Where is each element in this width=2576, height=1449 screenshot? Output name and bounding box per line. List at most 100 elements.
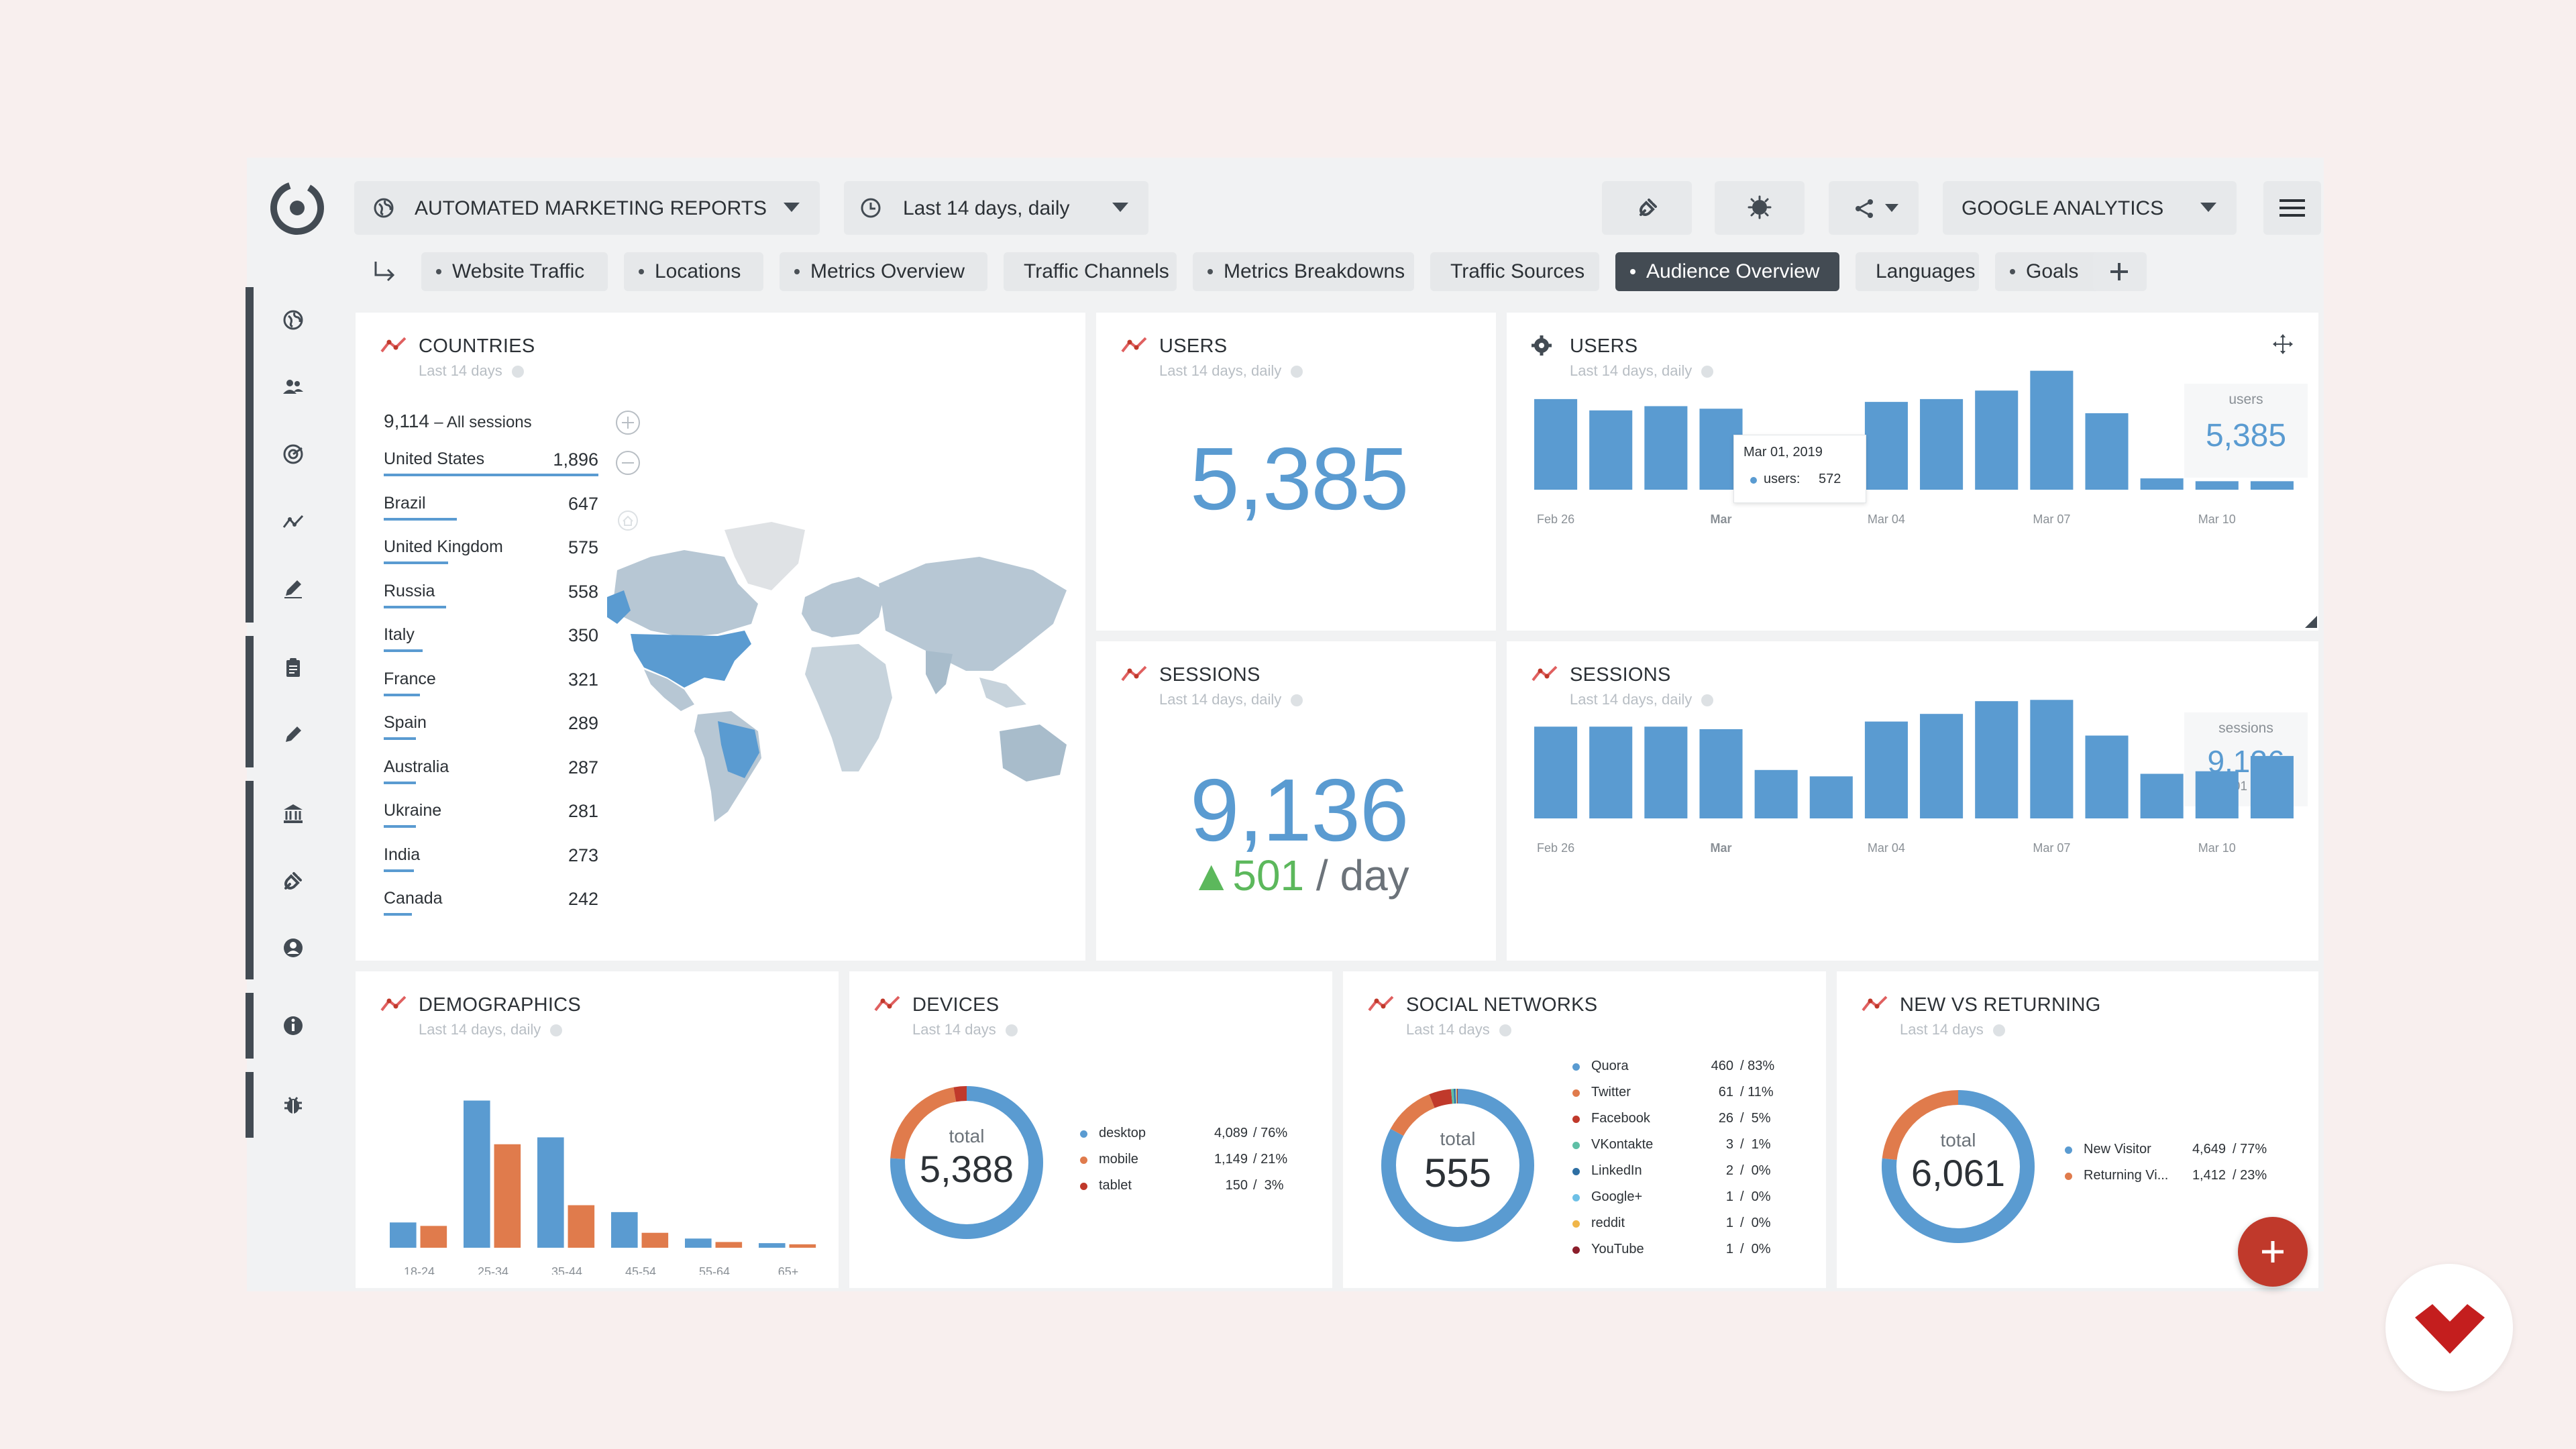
users-icon[interactable] (282, 376, 305, 398)
target-icon[interactable] (282, 443, 305, 466)
add-widget-button[interactable] (2238, 1217, 2308, 1287)
legend-item[interactable]: Quora 460 / 83% (1572, 1059, 1801, 1085)
legend-item[interactable]: Google+ 1 / 0% (1572, 1189, 1801, 1216)
legend-name: reddit (1591, 1216, 1625, 1230)
legend-swatch (1572, 1220, 1580, 1228)
bar (611, 1212, 638, 1248)
zoom-out-icon[interactable] (614, 449, 641, 476)
country-row[interactable]: Brazil 647 (384, 494, 598, 521)
country-value: 273 (568, 845, 598, 865)
tab-locations[interactable]: Locations (624, 252, 763, 291)
help-icon[interactable] (1291, 366, 1303, 378)
country-row[interactable]: France 321 (384, 669, 598, 696)
tab-metrics-breakdowns[interactable]: Metrics Breakdowns (1193, 252, 1414, 291)
legend-item[interactable]: Twitter 61 / 11% (1572, 1085, 1801, 1111)
bar (1699, 729, 1743, 818)
country-row[interactable]: Italy 350 (384, 625, 598, 652)
date-range-select[interactable]: Last 14 days, daily (844, 181, 1148, 235)
help-icon[interactable] (550, 1024, 563, 1036)
sidebar-group-marker (246, 1072, 254, 1138)
tab-metrics-overview[interactable]: Metrics Overview (780, 252, 987, 291)
bank-icon[interactable] (282, 802, 305, 825)
plug-icon (1640, 199, 1657, 216)
legend-item[interactable]: Returning Vi... 1,412 / 23% (2065, 1168, 2293, 1194)
map-asia (879, 557, 1067, 671)
legend-swatch (1572, 1142, 1580, 1149)
country-row[interactable]: Canada 242 (384, 889, 598, 916)
help-icon[interactable] (1499, 1024, 1511, 1036)
legend-item[interactable]: YouTube 1 / 0% (1572, 1242, 1801, 1268)
legend-item[interactable]: tablet 150 / 3% (1080, 1178, 1308, 1204)
card-title: NEW VS RETURNING (1900, 994, 2101, 1016)
account-icon[interactable] (282, 936, 305, 959)
legend-item[interactable]: New Visitor 4,649 / 77% (2065, 1142, 2293, 1168)
country-row[interactable]: United Kingdom 575 (384, 537, 598, 564)
country-row[interactable]: Spain 289 (384, 713, 598, 740)
bar (1920, 398, 1964, 490)
legend-item[interactable]: LinkedIn 2 / 0% (1572, 1163, 1801, 1189)
tab-languages[interactable]: Languages (1856, 252, 1979, 291)
home-icon[interactable] (617, 510, 639, 531)
share-icon (1856, 199, 1873, 218)
x-tick-label: 45-54 (625, 1265, 656, 1275)
users-bar-chart: Feb 26 Mar Mar 04 Mar 07 Mar 10 (1534, 370, 2294, 526)
legend-value: 150 (1225, 1178, 1248, 1193)
card-title: DEMOGRAPHICS (419, 994, 582, 1016)
legend-percent: / 0% (1740, 1163, 1771, 1178)
tab-traffic-sources[interactable]: Traffic Sources (1430, 252, 1599, 291)
trend-icon[interactable] (282, 510, 305, 533)
country-value: 647 (568, 493, 598, 514)
app-logo[interactable] (267, 178, 327, 238)
zoom-in-icon[interactable] (614, 409, 641, 436)
plus-icon (2110, 263, 2128, 280)
country-row[interactable]: Ukraine 281 (384, 801, 598, 828)
country-row[interactable]: India 273 (384, 845, 598, 872)
move-icon[interactable] (2271, 333, 2294, 356)
tab-goals[interactable]: Goals (1995, 252, 2100, 291)
x-tick-label: Mar (1710, 841, 1731, 855)
bar (1975, 390, 2019, 490)
users-summary-value: 5,385 (2205, 418, 2287, 453)
help-icon[interactable] (1992, 1024, 2005, 1036)
report-select[interactable]: AUTOMATED MARKETING REPORTS (354, 181, 820, 235)
sidebar-group-marker (246, 993, 254, 1059)
help-icon[interactable] (511, 366, 524, 378)
help-icon[interactable] (1701, 366, 1714, 378)
map-africa (805, 644, 892, 771)
help-icon[interactable] (1291, 694, 1303, 706)
legend-percent: / 0% (1740, 1189, 1771, 1204)
clipboard-icon[interactable] (282, 656, 305, 679)
info-icon[interactable] (282, 1014, 305, 1037)
legend-item[interactable]: VKontakte 3 / 1% (1572, 1137, 1801, 1163)
tab-traffic-channels[interactable]: Traffic Channels (1004, 252, 1177, 291)
tab-audience-overview[interactable]: Audience Overview (1615, 252, 1839, 291)
tab-website-traffic[interactable]: Website Traffic (421, 252, 608, 291)
bug-icon[interactable] (282, 1093, 305, 1116)
donut-center-label: total (949, 1126, 985, 1146)
menu-button[interactable] (2263, 181, 2321, 235)
help-icon[interactable] (1005, 1024, 1018, 1036)
legend-item[interactable]: reddit 1 / 0% (1572, 1216, 1801, 1242)
plug-icon[interactable] (282, 869, 305, 892)
resize-handle-icon[interactable] (2305, 616, 2317, 628)
share-button[interactable] (1829, 181, 1919, 235)
integrations-button[interactable] (1602, 181, 1692, 235)
legend-item[interactable]: desktop 4,089 / 76% (1080, 1126, 1308, 1152)
users-summary-box: users 5,385 (2184, 384, 2308, 478)
globe-icon[interactable] (282, 309, 305, 331)
country-row[interactable]: Russia 558 (384, 582, 598, 608)
legend-value: 1 (1725, 1242, 1733, 1256)
devices-legend: desktop 4,089 / 76% mobile 1,149 / 21% tablet 1… (1080, 1126, 1308, 1193)
edit-icon[interactable] (282, 577, 305, 600)
theme-button[interactable] (1715, 181, 1805, 235)
help-icon[interactable] (1701, 694, 1714, 706)
legend-item[interactable]: mobile 1,149 / 21% (1080, 1152, 1308, 1178)
edit-icon[interactable] (282, 723, 305, 746)
country-row[interactable]: United States 1,896 (384, 449, 598, 476)
add-tab-button[interactable] (2093, 252, 2147, 291)
country-row[interactable]: Australia 287 (384, 757, 598, 784)
country-name: Brazil (384, 493, 426, 513)
x-tick-label: Feb 26 (1537, 841, 1574, 855)
data-source-select[interactable]: GOOGLE ANALYTICS (1943, 181, 2237, 235)
legend-item[interactable]: Facebook 26 / 5% (1572, 1111, 1801, 1137)
